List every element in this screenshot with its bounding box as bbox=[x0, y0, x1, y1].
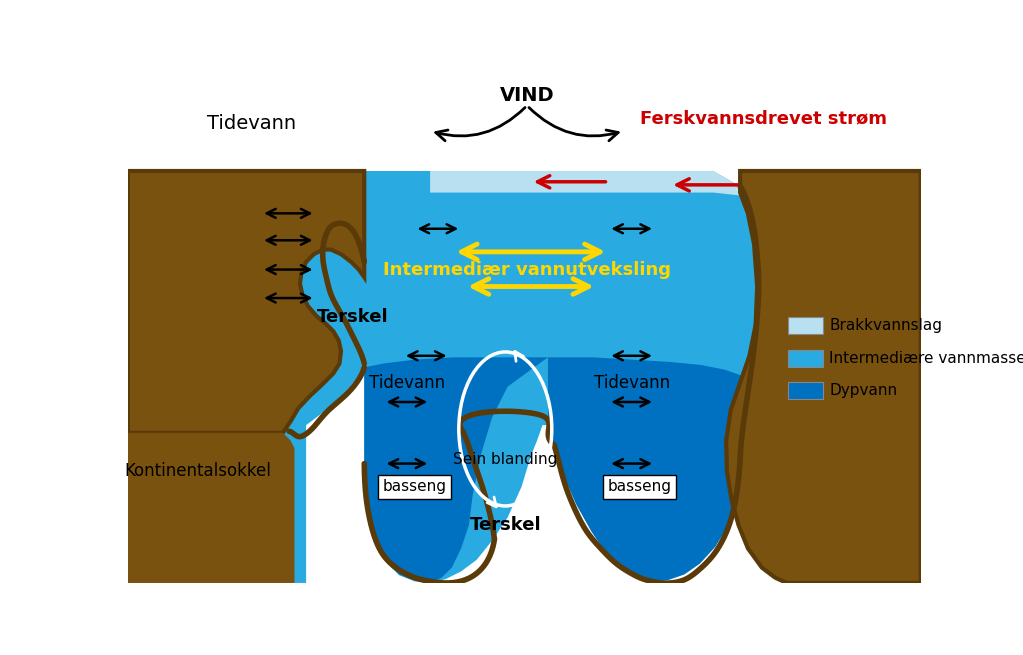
Polygon shape bbox=[128, 433, 295, 583]
Polygon shape bbox=[726, 171, 921, 583]
Text: Intermediær vannutveksling: Intermediær vannutveksling bbox=[383, 261, 671, 278]
Text: Tidevann: Tidevann bbox=[593, 374, 670, 392]
Text: Kontinentalsokkel: Kontinentalsokkel bbox=[124, 462, 271, 480]
Bar bbox=[788, 382, 824, 399]
Text: Dypvann: Dypvann bbox=[830, 383, 897, 398]
Text: VIND: VIND bbox=[499, 86, 554, 105]
Text: Tidevann: Tidevann bbox=[208, 114, 297, 133]
Text: Brakkvannslag: Brakkvannslag bbox=[830, 318, 942, 333]
Text: Terskel: Terskel bbox=[317, 309, 389, 326]
Text: Terskel: Terskel bbox=[470, 516, 541, 534]
Text: Ferskvannsdrevet strøm: Ferskvannsdrevet strøm bbox=[639, 109, 887, 128]
Text: basseng: basseng bbox=[383, 479, 447, 495]
Polygon shape bbox=[430, 171, 763, 221]
Text: Tidevann: Tidevann bbox=[369, 374, 445, 392]
Bar bbox=[788, 317, 824, 334]
Polygon shape bbox=[364, 358, 548, 583]
Polygon shape bbox=[128, 171, 364, 433]
Polygon shape bbox=[548, 358, 762, 582]
Text: Intermediære vannmasser: Intermediære vannmasser bbox=[830, 350, 1023, 365]
Text: Sein blanding: Sein blanding bbox=[453, 452, 558, 467]
Polygon shape bbox=[128, 171, 364, 583]
Text: basseng: basseng bbox=[608, 479, 671, 495]
Bar bbox=[788, 350, 824, 367]
Polygon shape bbox=[338, 171, 787, 583]
